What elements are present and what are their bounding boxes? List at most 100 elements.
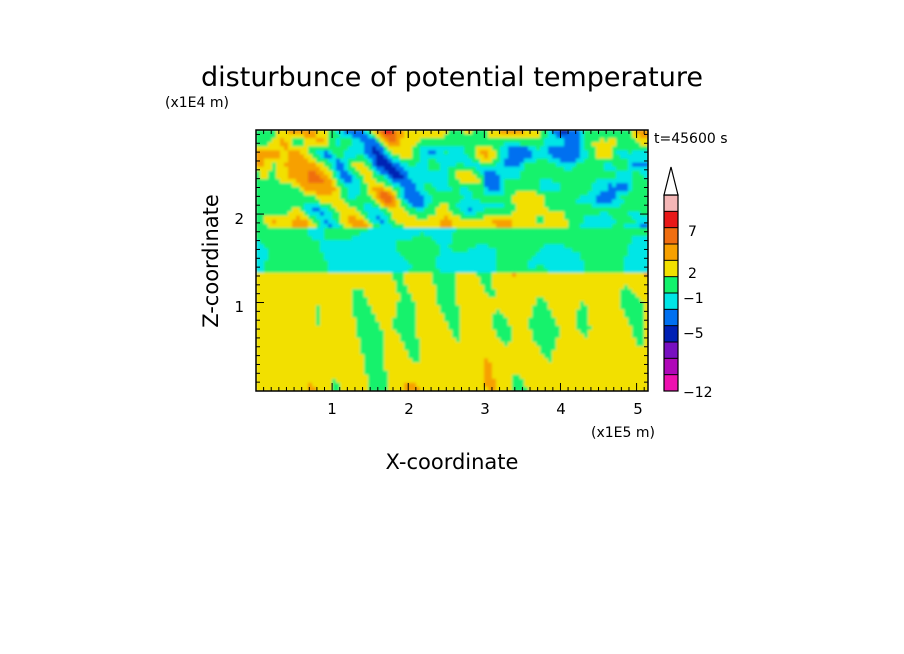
contour-cell — [260, 256, 265, 262]
contour-cell — [332, 252, 337, 258]
contour-cell — [556, 309, 561, 315]
contour-cell — [272, 134, 277, 139]
contour-cell — [456, 248, 461, 253]
contour-cell — [404, 215, 409, 221]
contour-cell — [604, 325, 609, 331]
contour-cell — [316, 309, 321, 315]
contour-cell — [552, 150, 557, 156]
contour-cell — [524, 134, 529, 139]
contour-cell — [464, 231, 469, 237]
contour-cell — [548, 199, 553, 205]
contour-cell — [632, 329, 637, 335]
contour-cell — [276, 183, 281, 188]
contour-cell — [356, 305, 361, 311]
contour-cell — [380, 183, 385, 188]
contour-cell — [488, 199, 493, 205]
contour-cell — [524, 150, 529, 156]
contour-cell — [368, 146, 373, 151]
contour-cell — [452, 325, 457, 331]
contour-cell — [488, 134, 493, 139]
contour-cell — [396, 138, 401, 143]
contour-cell — [316, 191, 321, 196]
contour-cell — [336, 146, 341, 151]
contour-cell — [300, 268, 305, 274]
contour-cell — [492, 313, 497, 319]
contour-cell — [424, 215, 429, 221]
contour-cell — [548, 289, 553, 294]
contour-cell — [464, 191, 469, 196]
contour-cell — [588, 219, 593, 225]
contour-cell — [396, 264, 401, 270]
contour-cell — [408, 154, 413, 160]
contour-cell — [492, 301, 497, 306]
contour-cell — [600, 333, 605, 339]
contour-cell — [528, 309, 533, 315]
contour-cell — [488, 293, 493, 298]
contour-cell — [284, 178, 289, 184]
contour-cell — [496, 227, 501, 233]
contour-cell — [408, 256, 413, 262]
contour-cell — [352, 215, 357, 221]
contour-cell — [380, 158, 385, 164]
contour-cell — [580, 333, 585, 339]
contour-cell — [348, 183, 353, 188]
contour-cell — [544, 321, 549, 327]
contour-cell — [300, 321, 305, 327]
contour-cell — [264, 252, 269, 258]
contour-cell — [612, 162, 617, 168]
contour-cell — [520, 260, 525, 266]
contour-cell — [544, 276, 549, 282]
contour-cell — [320, 203, 325, 209]
contour-cell — [568, 170, 573, 176]
contour-cell — [440, 146, 445, 151]
contour-cell — [288, 178, 293, 184]
contour-cell — [400, 264, 405, 270]
contour-cell — [308, 309, 313, 315]
contour-cell — [608, 134, 613, 139]
contour-cell — [560, 183, 565, 188]
contour-cell — [312, 215, 317, 221]
contour-cell — [488, 138, 493, 143]
contour-cell — [312, 284, 317, 290]
contour-cell — [472, 166, 477, 172]
contour-cell — [332, 272, 337, 278]
contour-cell — [504, 297, 509, 302]
contour-cell — [516, 252, 521, 258]
contour-cell — [464, 305, 469, 311]
contour-cell — [512, 321, 517, 327]
contour-cell — [496, 170, 501, 176]
contour-cell — [488, 289, 493, 294]
contour-cell — [448, 260, 453, 266]
contour-cell — [388, 154, 393, 160]
contour-cell — [484, 240, 489, 245]
contour-cell — [520, 211, 525, 217]
contour-cell — [256, 174, 261, 180]
contour-cell — [388, 231, 393, 237]
contour-cell — [572, 284, 577, 290]
contour-cell — [364, 297, 369, 302]
contour-cell — [624, 284, 629, 290]
contour-cell — [632, 244, 637, 249]
contour-cell — [608, 268, 613, 274]
contour-cell — [564, 227, 569, 233]
contour-cell — [572, 170, 577, 176]
contour-cell — [284, 289, 289, 294]
contour-cell — [264, 195, 269, 200]
contour-cell — [644, 276, 648, 282]
contour-cell — [520, 162, 525, 168]
contour-cell — [380, 231, 385, 237]
contour-cell — [628, 134, 633, 139]
contour-cell — [448, 305, 453, 311]
contour-cell — [472, 317, 477, 323]
contour-cell — [612, 130, 617, 135]
contour-cell — [352, 244, 357, 249]
contour-cell — [320, 305, 325, 311]
contour-cell — [396, 178, 401, 184]
contour-cell — [288, 174, 293, 180]
contour-cell — [368, 187, 373, 192]
contour-cell — [368, 260, 373, 266]
contour-cell — [504, 146, 509, 151]
contour-cell — [492, 236, 497, 241]
contour-cell — [268, 178, 273, 184]
contour-cell — [568, 272, 573, 278]
